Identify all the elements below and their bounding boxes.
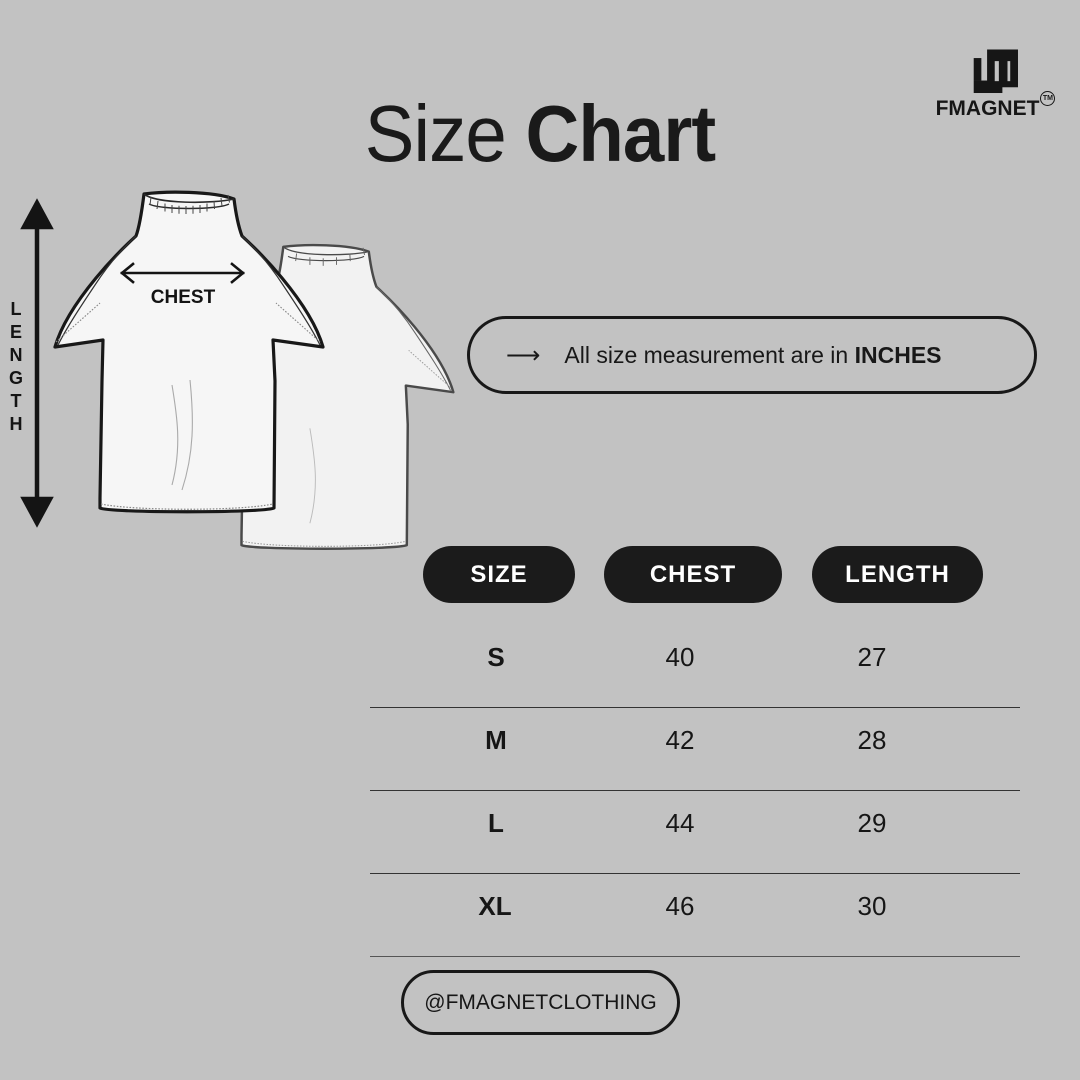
svg-text:H: H — [10, 414, 23, 434]
svg-text:G: G — [9, 368, 23, 388]
svg-text:E: E — [10, 322, 22, 342]
svg-text:L: L — [11, 299, 22, 319]
svg-text:CHEST: CHEST — [151, 287, 216, 308]
svg-text:T: T — [11, 391, 22, 411]
svg-text:N: N — [10, 345, 23, 365]
